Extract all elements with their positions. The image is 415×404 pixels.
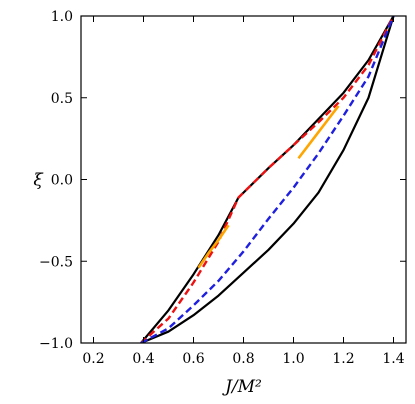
series-line-2: [140, 16, 395, 343]
y-tick-label: 1.0: [51, 9, 73, 25]
plot-area: [140, 16, 395, 343]
x-axis-label: J/M²: [222, 377, 262, 397]
y-tick-label: −1.0: [39, 336, 73, 352]
y-tick-label: 0.0: [51, 173, 73, 189]
series-line-3: [140, 16, 395, 343]
series-line-6: [297, 105, 340, 160]
x-tick-label: 0.2: [82, 351, 104, 367]
x-tick-label: 0.4: [132, 351, 154, 367]
x-tick-label: 1.4: [382, 351, 404, 367]
series-layer: [140, 16, 395, 343]
y-axis-label: ξ: [33, 171, 44, 191]
x-tick-label: 0.8: [232, 351, 254, 367]
series-line-1: [237, 16, 395, 199]
x-tick-label: 1.0: [282, 351, 304, 367]
series-line-4: [140, 16, 395, 343]
x-tick-label: 1.2: [332, 351, 354, 367]
series-line-5: [197, 224, 230, 269]
ticks-layer: 0.2 0.4 0.6 0.8 1.0 1.2 1.4 −1.0 −0.5 0.0 0.5 1.0: [39, 9, 406, 367]
y-tick-label: −0.5: [39, 254, 73, 270]
series-line-0: [140, 196, 240, 343]
x-tick-label: 0.6: [182, 351, 204, 367]
y-tick-label: 0.5: [51, 91, 73, 107]
plot-frame: [80, 15, 407, 344]
